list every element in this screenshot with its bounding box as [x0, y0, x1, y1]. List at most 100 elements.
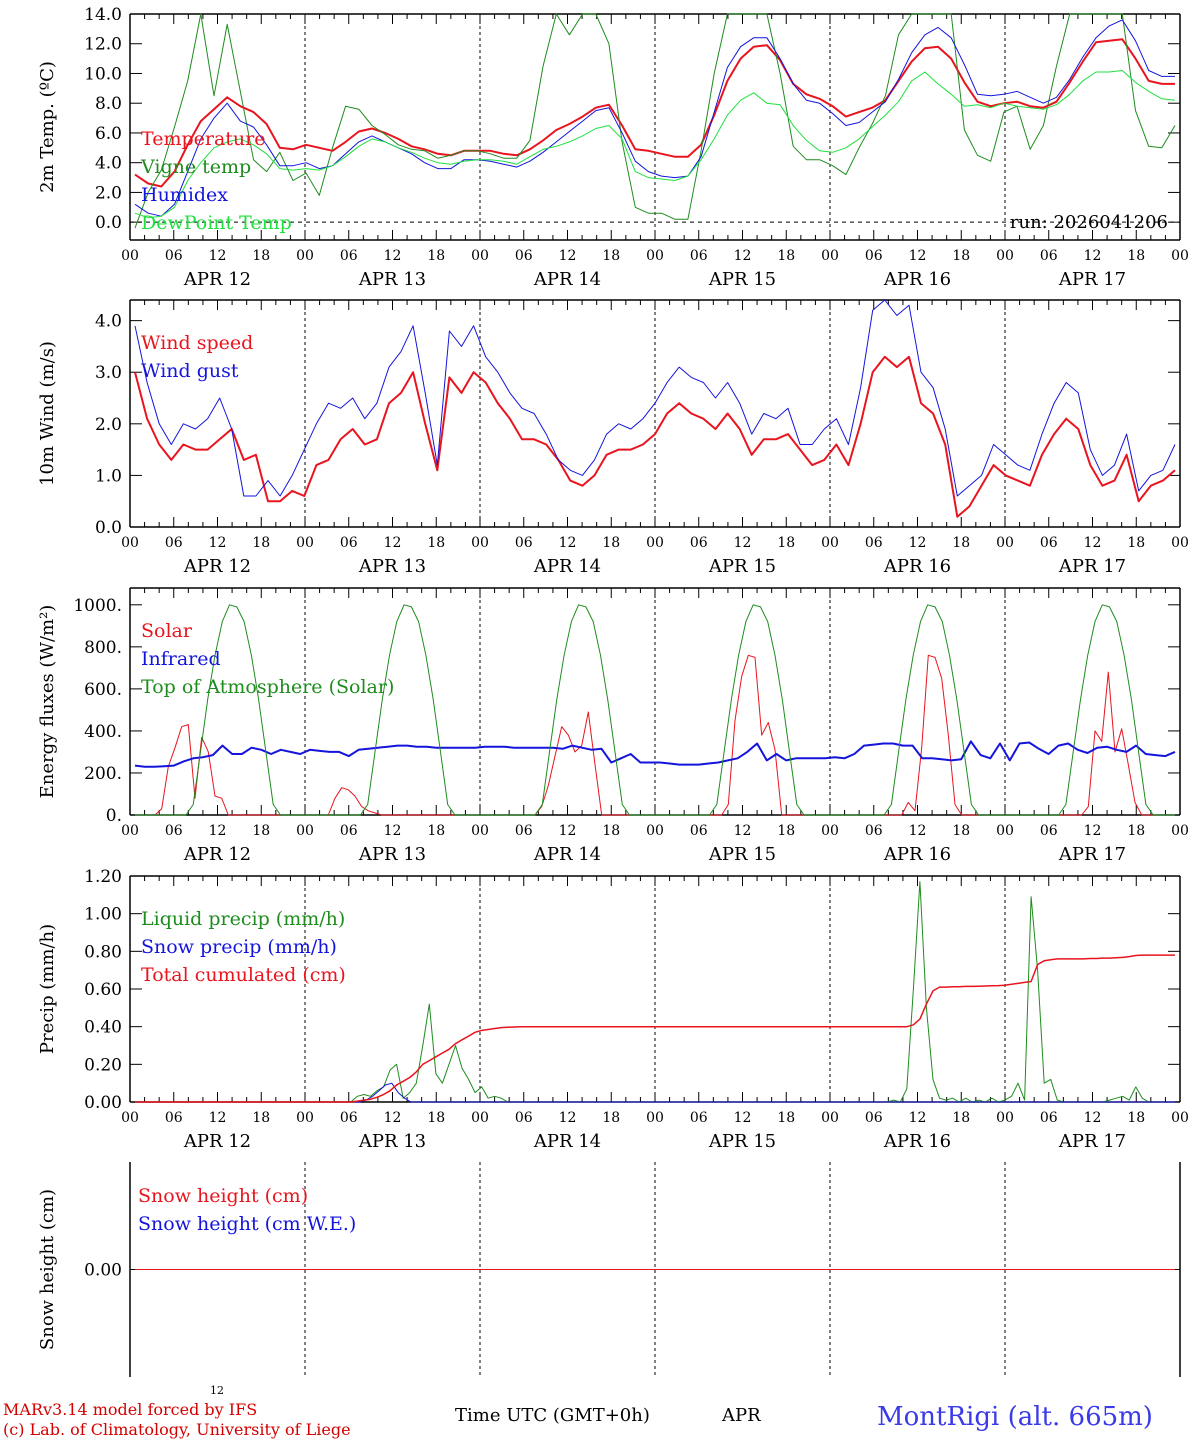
- x-axis-label: Time UTC (GMT+0h): [455, 1405, 650, 1426]
- temp-series-humidex: [134, 19, 1175, 217]
- precip-x-tick-label: 12: [209, 1110, 227, 1126]
- wind-x-tick-label: 06: [515, 535, 533, 551]
- wind-x-tick-label: 06: [165, 535, 183, 551]
- wind-x-tick-label: 18: [777, 535, 795, 551]
- energy-y-tick-label: 800.: [84, 638, 122, 658]
- wind-x-tick-label: 00: [996, 535, 1014, 551]
- precip-day-label: APR 16: [883, 1131, 951, 1152]
- temp-x-tick-label: 18: [602, 248, 620, 264]
- temp-series-vigne-temp: [134, 13, 1176, 229]
- wind-day-label: APR 17: [1058, 556, 1126, 577]
- precip-y-tick-label: 0.00: [84, 1093, 122, 1113]
- temp-y-tick-label: 14.0: [84, 5, 122, 25]
- wind-x-tick-label: 18: [952, 535, 970, 551]
- precip-y-tick-label: 0.80: [84, 942, 122, 962]
- energy-x-tick-label: 18: [777, 823, 795, 839]
- wind-series-wind-speed: [134, 355, 1176, 518]
- temp-day-label: APR 14: [533, 269, 601, 290]
- wind-x-tick-label: 18: [427, 535, 445, 551]
- precip-x-tick-label: 06: [690, 1110, 708, 1126]
- wind-y-tick-label: 3.0: [95, 363, 122, 383]
- energy-day-label: APR 16: [883, 844, 951, 865]
- temp-x-tick-label: 00: [121, 248, 139, 264]
- precip-x-tick-label: 06: [1040, 1110, 1058, 1126]
- precip-y-tick-label: 1.20: [84, 867, 122, 887]
- energy-y-tick-label: 600.: [84, 680, 122, 700]
- energy-x-tick-label: 12: [909, 823, 927, 839]
- temp-x-tick-label: 00: [296, 248, 314, 264]
- wind-x-tick-label: 06: [690, 535, 708, 551]
- temp-y-axis-label: 2m Temp. (ºC): [37, 61, 58, 193]
- energy-legend-entry: Solar: [141, 620, 193, 642]
- precip-legend-entry: Liquid precip (mm/h): [141, 908, 345, 930]
- wind-x-tick-label: 18: [602, 535, 620, 551]
- wind-x-tick-label: 12: [559, 535, 577, 551]
- precip-y-tick-label: 0.20: [84, 1055, 122, 1075]
- temp-day-label: APR 17: [1058, 269, 1126, 290]
- temp-x-tick-label: 06: [515, 248, 533, 264]
- temp-x-tick-label: 06: [690, 248, 708, 264]
- wind-legend-entry: Wind speed: [141, 332, 253, 354]
- energy-x-tick-label: 18: [952, 823, 970, 839]
- wind-legend-entry: Wind gust: [141, 360, 239, 382]
- precip-day-label: APR 17: [1058, 1131, 1126, 1152]
- precip-x-tick-label: 18: [777, 1110, 795, 1126]
- credit-line-1: MARv3.14 model forced by IFS: [3, 1400, 258, 1419]
- precip-day-label: APR 14: [533, 1131, 601, 1152]
- temp-x-tick-label: 18: [777, 248, 795, 264]
- month-label: APR: [722, 1405, 761, 1426]
- temp-x-tick-label: 12: [384, 248, 402, 264]
- temp-legend-entry: Vigne temp: [140, 156, 251, 178]
- temp-x-tick-label: 18: [252, 248, 270, 264]
- precip-x-tick-label: 00: [121, 1110, 139, 1126]
- snow-y-axis-label: Snow height (cm): [37, 1189, 58, 1350]
- precip-series-total-cumulated-cm: [135, 954, 1175, 1103]
- energy-y-tick-label: 200.: [84, 764, 122, 784]
- wind-x-tick-label: 12: [734, 535, 752, 551]
- energy-x-tick-label: 12: [559, 823, 577, 839]
- energy-legend-entry: Infrared: [141, 648, 221, 670]
- energy-x-tick-label: 12: [209, 823, 227, 839]
- energy-x-tick-label: 00: [471, 823, 489, 839]
- wind-x-tick-label: 12: [1084, 535, 1102, 551]
- precip-x-tick-label: 00: [471, 1110, 489, 1126]
- temp-legend-entry: Humidex: [141, 184, 228, 206]
- temp-x-tick-label: 18: [952, 248, 970, 264]
- precip-x-tick-label: 12: [1084, 1110, 1102, 1126]
- precip-x-tick-label: 00: [646, 1110, 664, 1126]
- energy-x-tick-label: 00: [996, 823, 1014, 839]
- snow-legend-entry: Snow height (cm W.E.): [138, 1213, 356, 1235]
- energy-x-tick-label: 12: [384, 823, 402, 839]
- temp-x-tick-label: 06: [165, 248, 183, 264]
- footnote: 12: [210, 1384, 224, 1397]
- precip-y-axis-label: Precip (mm/h): [37, 924, 58, 1054]
- temp-y-tick-label: 2.0: [95, 183, 122, 203]
- temp-x-tick-label: 00: [996, 248, 1014, 264]
- energy-series-infrared: [134, 740, 1176, 768]
- energy-x-tick-label: 18: [252, 823, 270, 839]
- wind-y-tick-label: 2.0: [95, 415, 122, 435]
- precip-x-tick-label: 06: [865, 1110, 883, 1126]
- precip-x-tick-label: 12: [559, 1110, 577, 1126]
- precip-x-tick-label: 00: [1171, 1110, 1189, 1126]
- temp-x-tick-label: 06: [340, 248, 358, 264]
- temp-x-tick-label: 06: [865, 248, 883, 264]
- energy-day-label: APR 13: [358, 844, 426, 865]
- energy-x-tick-label: 18: [427, 823, 445, 839]
- temp-x-tick-label: 18: [1127, 248, 1145, 264]
- precip-x-tick-label: 18: [602, 1110, 620, 1126]
- energy-x-tick-label: 00: [821, 823, 839, 839]
- credit-line-2: (c) Lab. of Climatology, University of L…: [3, 1420, 351, 1439]
- temp-day-label: APR 13: [358, 269, 426, 290]
- wind-y-tick-label: 1.0: [95, 466, 122, 486]
- wind-y-axis-label: 10m Wind (m/s): [37, 341, 58, 486]
- temp-x-tick-label: 12: [559, 248, 577, 264]
- temp-y-tick-label: 12.0: [84, 35, 122, 55]
- temp-y-tick-label: 0.0: [95, 213, 122, 233]
- precip-x-tick-label: 12: [734, 1110, 752, 1126]
- energy-x-tick-label: 00: [1171, 823, 1189, 839]
- temp-day-label: APR 12: [183, 269, 251, 290]
- wind-day-label: APR 12: [183, 556, 251, 577]
- energy-x-tick-label: 18: [1127, 823, 1145, 839]
- wind-x-tick-label: 00: [121, 535, 139, 551]
